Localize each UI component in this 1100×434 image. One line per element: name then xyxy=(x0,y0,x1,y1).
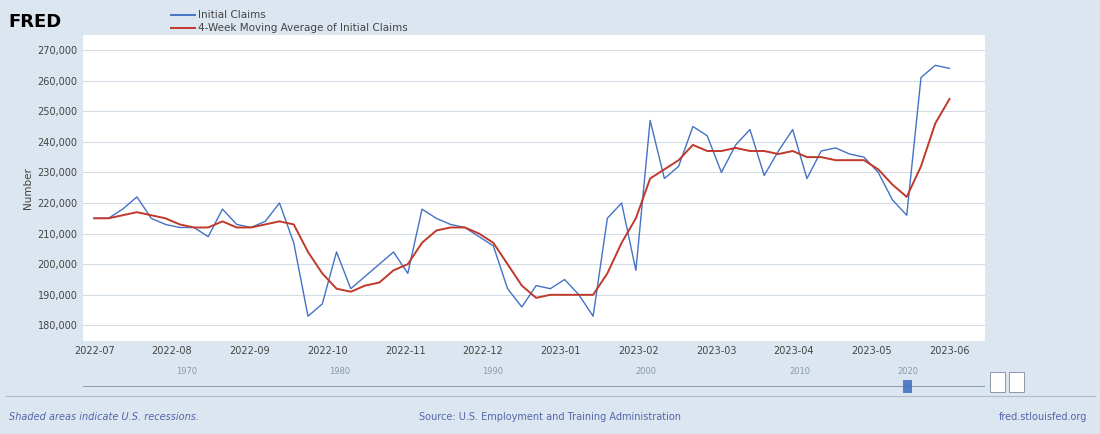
Text: 4-Week Moving Average of Initial Claims: 4-Week Moving Average of Initial Claims xyxy=(198,23,408,33)
Text: 2010: 2010 xyxy=(789,367,810,376)
Text: 2000: 2000 xyxy=(636,367,657,376)
Text: Source: U.S. Employment and Training Administration: Source: U.S. Employment and Training Adm… xyxy=(419,411,681,422)
Text: Initial Claims: Initial Claims xyxy=(198,10,266,20)
Y-axis label: Number: Number xyxy=(23,167,33,209)
Text: 1990: 1990 xyxy=(483,367,504,376)
Text: Shaded areas indicate U.S. recessions.: Shaded areas indicate U.S. recessions. xyxy=(9,411,199,422)
Text: fred.stlouisfed.org: fred.stlouisfed.org xyxy=(999,411,1087,422)
Text: 1970: 1970 xyxy=(176,367,197,376)
Text: 2020: 2020 xyxy=(898,367,918,376)
Text: 1980: 1980 xyxy=(329,367,350,376)
Text: FRED: FRED xyxy=(9,13,62,31)
Bar xyxy=(903,380,912,393)
